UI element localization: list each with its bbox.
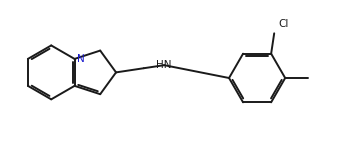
Text: N: N — [77, 54, 85, 64]
Text: Cl: Cl — [279, 19, 289, 29]
Text: HN: HN — [156, 60, 172, 70]
